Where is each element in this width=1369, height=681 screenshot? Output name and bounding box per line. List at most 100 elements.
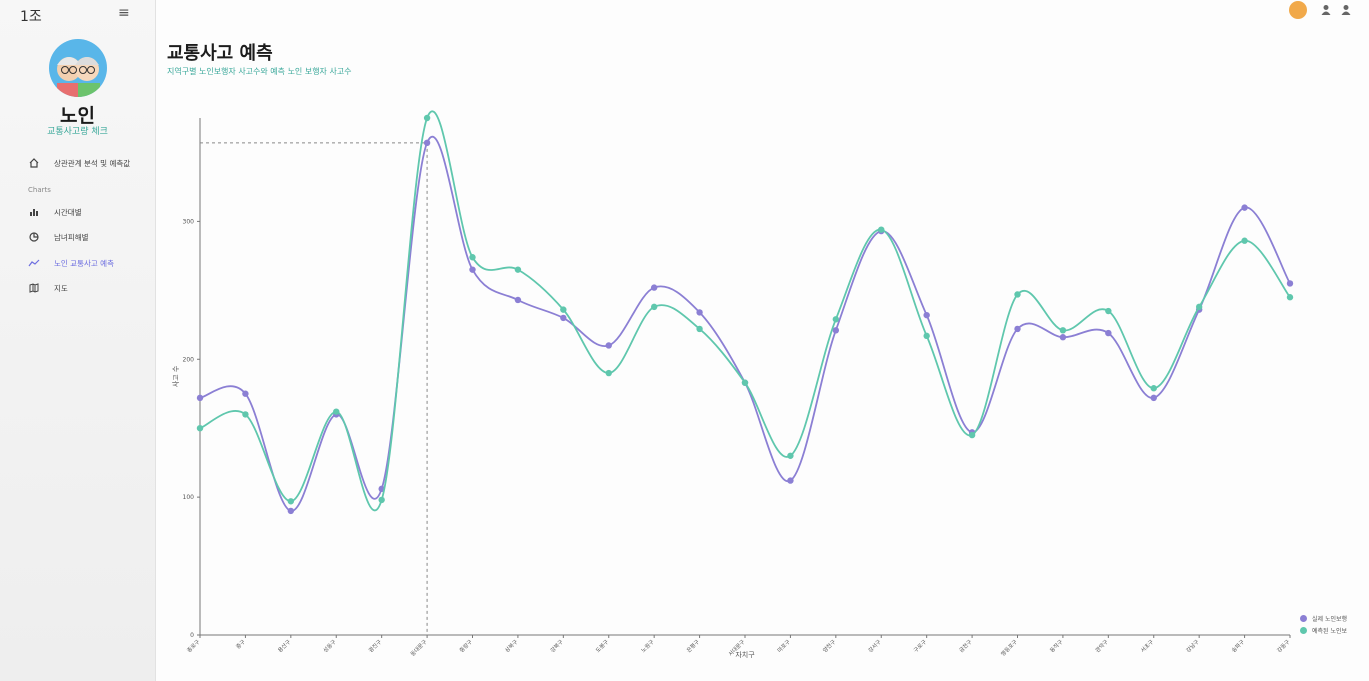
data-point-predicted	[514, 266, 522, 273]
page-title: 교통사고 예측	[167, 43, 273, 64]
sidebar-item-prediction[interactable]: 노인 교통사고 예측	[28, 255, 114, 271]
sidebar-item-label: 노인 교통사고 예측	[54, 258, 114, 268]
sidebar-item-time[interactable]: 시간대별	[28, 204, 82, 220]
data-point-predicted	[333, 408, 340, 415]
sidebar-item-label: 남녀피해별	[54, 232, 89, 242]
x-tick-label: 양천구	[821, 638, 837, 654]
y-tick-label: 100	[183, 494, 195, 501]
x-tick-label: 중구	[235, 638, 247, 650]
y-axis-title: 사고 수	[171, 365, 180, 387]
data-point-actual	[287, 507, 295, 515]
page-subtitle: 지역구별 노인보행자 사고수와 예측 노인 보행자 사고수	[167, 67, 352, 76]
sidebar-item-map[interactable]: 지도	[28, 280, 68, 296]
hamburger-icon[interactable]: ≡	[118, 5, 130, 21]
data-point-actual	[423, 139, 431, 147]
data-point-predicted	[287, 498, 295, 505]
x-tick-label: 성북구	[503, 638, 519, 654]
data-point-predicted	[423, 114, 431, 122]
x-tick-label: 금천구	[957, 638, 973, 654]
data-point-predicted	[787, 452, 794, 459]
legend-swatch-actual	[1300, 615, 1307, 622]
data-point-predicted	[696, 325, 703, 333]
data-point-predicted	[923, 332, 930, 340]
data-point-actual	[1105, 329, 1112, 337]
x-tick-label: 강북구	[549, 638, 565, 654]
legend-item-predicted[interactable]: 예측된 노인보	[1300, 626, 1347, 635]
data-point-actual	[923, 311, 930, 319]
x-tick-label: 관악구	[1093, 638, 1109, 654]
data-point-predicted	[1105, 307, 1112, 315]
x-tick-label: 동대문구	[409, 638, 429, 658]
x-tick-label: 마포구	[775, 638, 791, 654]
home-icon	[28, 157, 40, 169]
data-point-predicted	[1195, 303, 1203, 311]
data-point-predicted	[1014, 291, 1021, 298]
data-point-predicted	[378, 496, 385, 504]
main-content: 교통사고 예측 지역구별 노인보행자 사고수와 예측 노인 보행자 사고수	[156, 0, 1369, 681]
bar-chart-icon	[28, 206, 40, 218]
sidebar-item-label: 지도	[54, 283, 68, 293]
data-point-predicted	[1241, 237, 1248, 244]
prediction-line-chart[interactable]: 0 100 200 300 종로구 중구 용산구 성동구 광진구 동대문구 중랑구 성북구 강북구 도봉구…	[156, 100, 1369, 665]
data-point-actual	[832, 327, 840, 334]
app-brand[interactable]: 1조	[20, 9, 42, 25]
x-tick-label: 영등포구	[999, 638, 1019, 658]
data-point-actual	[1241, 204, 1248, 211]
data-point-actual	[469, 266, 476, 273]
x-tick-label: 은평구	[685, 638, 701, 654]
x-tick-label: 동작구	[1049, 638, 1065, 654]
sidebar-item-label: 시간대별	[54, 207, 82, 217]
profile-subtitle: 교통사고량 체크	[47, 127, 108, 137]
y-tick-label: 300	[183, 218, 195, 225]
data-point-predicted	[878, 226, 885, 233]
map-icon	[28, 282, 40, 294]
x-axis-title: 자치구	[735, 650, 755, 659]
data-point-actual	[650, 284, 658, 291]
legend-label: 실제 노인보행	[1312, 616, 1348, 623]
data-point-predicted	[605, 369, 612, 377]
legend-swatch-predicted	[1300, 627, 1307, 634]
x-tick-label: 도봉구	[594, 638, 610, 654]
data-point-actual	[605, 342, 612, 349]
account-icon[interactable]	[1339, 3, 1353, 17]
data-point-predicted	[650, 303, 658, 311]
x-tick-label: 중랑구	[458, 638, 474, 654]
series-line-predicted	[199, 110, 1291, 512]
x-tick-label: 용산구	[276, 638, 292, 654]
data-point-actual	[196, 394, 204, 402]
data-point-actual	[1286, 280, 1294, 287]
line-chart-icon	[28, 257, 40, 269]
profile-name: 노인	[60, 105, 95, 127]
user-avatar[interactable]	[1289, 1, 1307, 19]
sidebar-item-gender[interactable]: 남녀피해별	[28, 229, 89, 245]
data-point-predicted	[469, 254, 476, 261]
x-tick-label: 강서구	[866, 638, 882, 654]
data-point-predicted	[560, 306, 567, 313]
x-tick-label: 광진구	[367, 638, 383, 654]
data-point-predicted	[196, 425, 204, 432]
data-point-actual	[242, 390, 249, 397]
x-tick-label: 강남구	[1184, 638, 1200, 654]
sidebar-item-correlation[interactable]: 상관관계 분석 및 예측값	[28, 155, 130, 171]
data-point-actual	[787, 477, 794, 484]
data-point-actual	[1014, 325, 1021, 333]
data-point-predicted	[741, 379, 749, 386]
y-tick-label: 0	[190, 632, 194, 639]
pie-chart-icon	[28, 231, 40, 243]
user-icon[interactable]	[1319, 3, 1333, 17]
sidebar: 1조 ≡ 노인 교통사고량 체크 상관관계 분석 및 예측값 Charts 시간…	[0, 0, 156, 681]
x-tick-label: 서초구	[1139, 638, 1155, 654]
y-tick-label: 200	[183, 356, 195, 363]
data-point-actual	[514, 296, 522, 304]
legend-item-actual[interactable]: 실제 노인보행	[1300, 614, 1347, 623]
avatar	[49, 39, 107, 97]
data-point-predicted	[832, 316, 840, 323]
data-point-predicted	[1286, 294, 1294, 301]
data-point-actual	[1150, 394, 1157, 402]
nav-section-charts: Charts	[28, 186, 51, 194]
x-tick-label: 노원구	[639, 638, 655, 654]
data-point-actual	[696, 309, 703, 316]
x-tick-label: 송파구	[1230, 638, 1246, 654]
data-point-predicted	[242, 411, 249, 418]
series-line-actual	[199, 135, 1291, 512]
